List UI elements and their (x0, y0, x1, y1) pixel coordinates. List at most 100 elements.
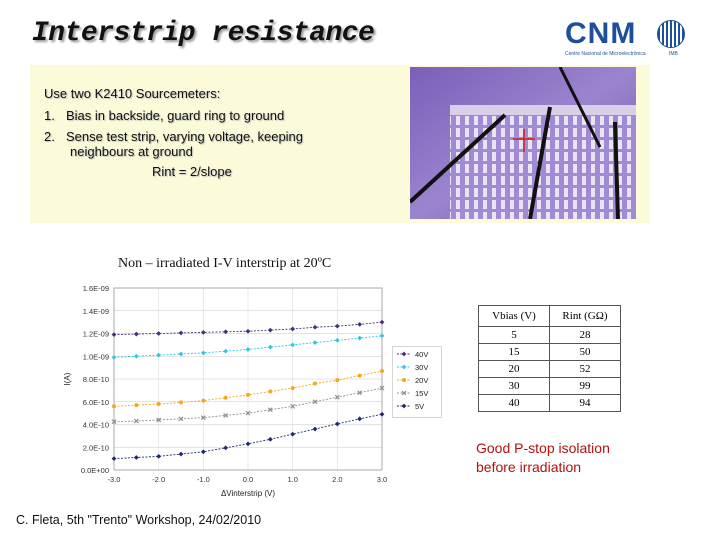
data-point (290, 386, 295, 391)
data-point (178, 451, 184, 457)
conclusion-note: Good P-stop isolation before irradiation (476, 439, 676, 477)
data-point (156, 331, 162, 336)
marker-stroke (267, 407, 273, 413)
marker-stroke (312, 399, 318, 405)
rint-cell: 52 (549, 360, 621, 378)
legend-entry: 20V (397, 376, 428, 385)
legend-marker (402, 378, 406, 382)
chart-title: Non – irradiated I-V interstrip at 20ºC (118, 256, 332, 271)
data-point (156, 402, 161, 407)
x-tick-label: -3.0 (108, 475, 121, 484)
data-point (267, 344, 273, 350)
y-tick-label: 1.4E-09 (83, 307, 109, 316)
cnm-logo: CNM Centre Nacional de Microelectrònica … (565, 18, 685, 62)
marker-stroke (178, 416, 184, 422)
data-point (290, 403, 296, 409)
y-tick-label: 1.2E-09 (83, 330, 109, 339)
vbias-cell: 40 (478, 394, 550, 412)
x-tick-label: 0.0 (243, 475, 253, 484)
vbias-cell: 15 (478, 343, 550, 361)
data-point (179, 400, 183, 405)
data-point (200, 415, 206, 421)
data-point (156, 352, 162, 358)
data-point (290, 431, 296, 437)
data-point (200, 329, 206, 335)
data-point (223, 395, 228, 400)
footer-citation: C. Fleta, 5th "Trento" Workshop, 24/02/2… (16, 513, 262, 527)
legend-label: 30V (415, 363, 428, 372)
marker-stroke (200, 415, 206, 421)
data-point (380, 369, 384, 374)
marker-stroke (133, 418, 139, 424)
data-point (201, 398, 206, 403)
marker-stroke (223, 412, 229, 418)
data-point (111, 456, 117, 462)
vbias-cell: 20 (478, 360, 550, 378)
data-point (313, 381, 317, 386)
x-tick-label: -2.0 (152, 475, 165, 484)
y-tick-label: 1.0E-09 (83, 352, 109, 361)
data-point (334, 394, 340, 400)
series-30v (111, 333, 385, 360)
data-point (111, 354, 117, 360)
data-point (245, 441, 251, 447)
data-point (379, 319, 385, 325)
setup-item-1: 1. Bias in backside, guard ring to ground (44, 108, 284, 123)
header-rint: Rint (GΩ) (549, 305, 621, 327)
data-point (178, 351, 184, 357)
rint-formula: Rint = 2/slope (152, 164, 232, 179)
x-tick-label: 3.0 (377, 475, 387, 484)
marker-stroke (401, 390, 407, 396)
marker-stroke (290, 403, 296, 409)
vbias-cell: 30 (478, 377, 550, 395)
item-text: Bias in backside, guard ring to ground (66, 108, 285, 123)
data-point (245, 347, 251, 352)
data-point (223, 329, 229, 335)
data-point (357, 322, 363, 327)
setup-item-2-continued: neighbours at ground (70, 144, 193, 159)
rint-table: Vbias (V) Rint (GΩ) 5 28 15 50 20 52 30 99 4… (478, 305, 621, 412)
legend-label: 20V (415, 376, 428, 385)
data-point (133, 455, 139, 460)
marker-stroke (156, 417, 162, 423)
data-point (290, 326, 296, 332)
iv-chart: 0.0E+00 2.0E-10 4.0E-10 6.0E-10 8.0E-10 1.0E-… (63, 284, 387, 498)
legend-entry: 15V (397, 389, 428, 398)
table-row: 5 28 (478, 326, 621, 344)
table-row: 15 50 (478, 343, 621, 361)
x-tick-label: -1.0 (197, 475, 210, 484)
logo-subtitle: Centre Nacional de Microelectrònica (565, 51, 646, 57)
rint-cell: 94 (549, 394, 621, 412)
legend-label: 40V (415, 350, 428, 359)
data-point (267, 407, 273, 413)
data-point (178, 416, 184, 422)
data-point (245, 328, 251, 334)
marker-stroke (245, 410, 251, 416)
table-row: 30 99 (478, 377, 621, 395)
data-point (223, 412, 229, 418)
data-point (357, 416, 363, 422)
data-point (290, 342, 296, 348)
x-tick-label: 1.0 (287, 475, 297, 484)
y-tick-label: 4.0E-10 (83, 421, 109, 430)
data-point (267, 436, 273, 442)
data-point (133, 353, 139, 359)
data-point (178, 330, 184, 336)
data-point (379, 411, 385, 417)
data-point (335, 378, 340, 383)
note-line-2: before irradiation (476, 459, 582, 475)
data-point (312, 324, 318, 330)
data-point (156, 453, 162, 459)
rint-cell: 99 (549, 377, 621, 395)
setup-item-2: 2. Sense test strip, varying voltage, kee… (44, 129, 303, 144)
data-point (334, 421, 340, 427)
rint-cell: 50 (549, 343, 621, 361)
series-20v (112, 369, 384, 409)
data-point (312, 426, 318, 432)
y-tick-label: 0.0E+00 (81, 466, 109, 475)
table-row: 40 94 (478, 394, 621, 412)
probe-station-photo (410, 67, 636, 219)
y-tick-label: 8.0E-10 (83, 375, 109, 384)
data-point (357, 373, 362, 378)
data-point (133, 418, 139, 424)
